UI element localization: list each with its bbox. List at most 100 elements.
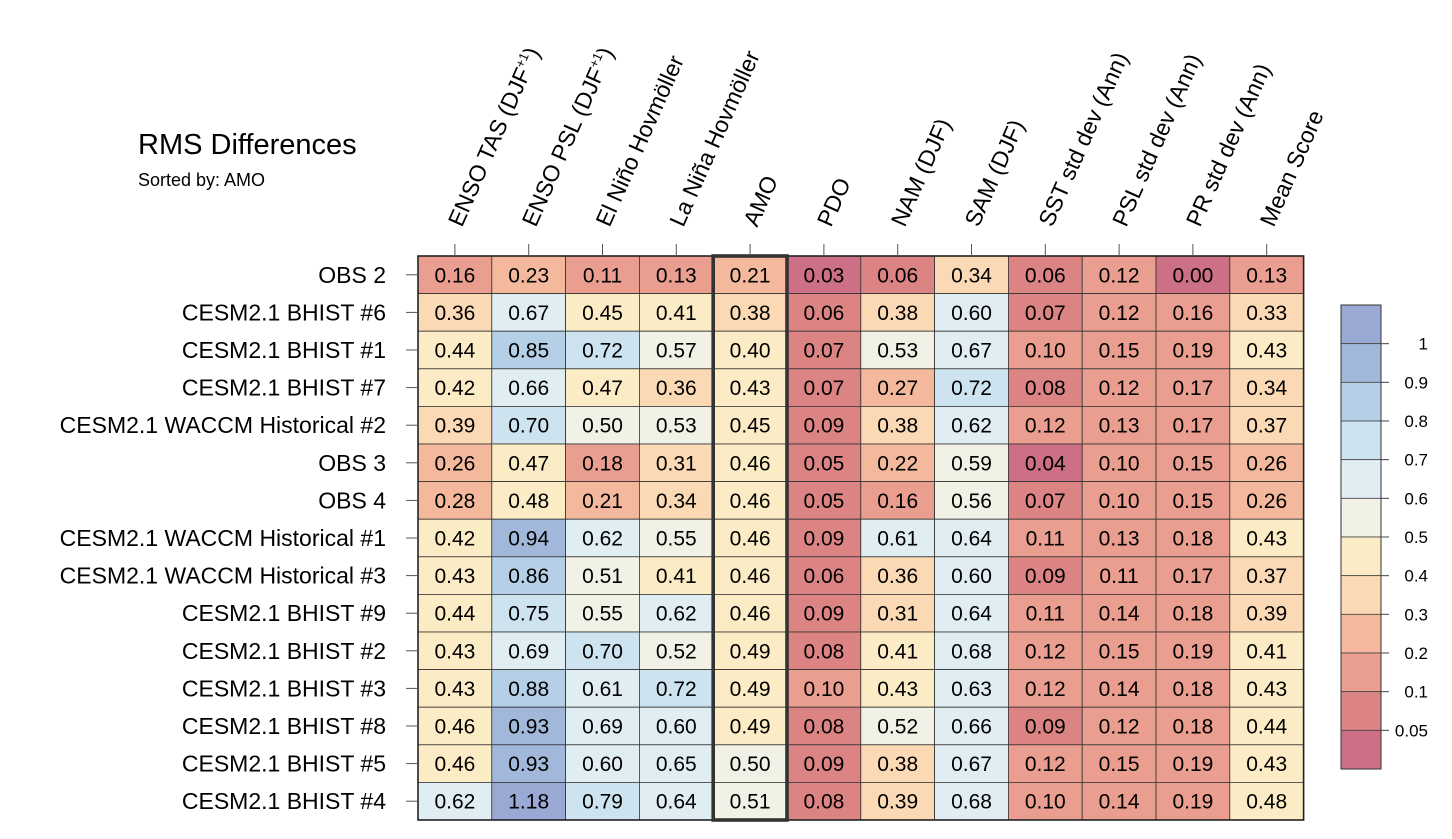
heatmap-cell	[1155, 594, 1231, 633]
cell-value: 0.38	[877, 302, 918, 325]
heatmap-cell	[786, 556, 862, 595]
cell-value: 0.43	[434, 678, 475, 701]
column-label: Mean Score	[1255, 106, 1329, 230]
cell-value: 0.62	[434, 791, 475, 814]
heatmap-cell	[491, 631, 566, 670]
cell-value: 0.70	[508, 415, 549, 438]
cell-value: 0.15	[1099, 753, 1140, 776]
heatmap-cell	[786, 631, 862, 670]
heatmap-cell	[1081, 443, 1157, 482]
cell-value: 0.09	[803, 415, 844, 438]
cell-value: 0.43	[730, 377, 771, 400]
row-label: CESM2.1 BHIST #1	[182, 337, 386, 363]
heatmap-cell	[1229, 744, 1305, 783]
row-label: OBS 3	[318, 450, 386, 476]
colorbar-swatch	[1340, 536, 1382, 577]
cell-value: 0.49	[730, 640, 771, 663]
heatmap-cell	[639, 330, 714, 370]
cell-value: 0.38	[877, 753, 918, 776]
row-label: CESM2.1 BHIST #7	[182, 375, 386, 401]
heatmap-cell	[934, 782, 1009, 821]
heatmap-cell	[491, 255, 566, 294]
cell-value: 0.08	[1025, 377, 1066, 400]
cell-value: 0.16	[877, 490, 918, 513]
cell-value: 0.26	[1246, 490, 1287, 513]
heatmap-cell	[786, 706, 862, 746]
cell-value: 0.31	[656, 452, 697, 475]
heatmap-cell	[1081, 782, 1157, 821]
heatmap-cell	[639, 744, 714, 783]
heatmap-cell	[860, 443, 935, 482]
heatmap-cell	[860, 481, 935, 520]
cell-value: 0.22	[877, 452, 918, 475]
cell-value: 0.60	[656, 716, 697, 739]
cell-value: 0.34	[951, 264, 992, 287]
cell-value: 0.05	[803, 490, 844, 513]
heatmap-cell	[491, 594, 566, 633]
cell-value: 0.12	[1025, 415, 1066, 438]
colorbar-tick-label: 0.4	[1404, 567, 1428, 586]
colorbar-tick-label: 0.5	[1404, 528, 1428, 547]
heatmap-cell	[1155, 782, 1231, 821]
heatmap-cell	[639, 293, 714, 332]
colorbar-tick-label: 0.3	[1404, 605, 1428, 624]
heatmap-cell	[786, 481, 862, 520]
heatmap-cell	[417, 744, 493, 783]
row-label: CESM2.1 BHIST #4	[182, 788, 386, 814]
cell-value: 0.61	[582, 678, 623, 701]
cell-value: 0.09	[1025, 565, 1066, 588]
cell-value: 0.48	[508, 490, 549, 513]
cell-value: 0.43	[1246, 528, 1287, 551]
cell-value: 0.47	[508, 452, 549, 475]
cell-value: 0.48	[1246, 791, 1287, 814]
heatmap-cell	[417, 518, 493, 558]
cell-value: 0.62	[582, 528, 623, 551]
cell-value: 0.09	[803, 753, 844, 776]
cell-value: 0.39	[434, 415, 475, 438]
cell-value: 0.65	[656, 753, 697, 776]
cell-value: 0.70	[582, 640, 623, 663]
cell-value: 0.64	[656, 791, 697, 814]
colorbar-tick-label: 0.1	[1404, 683, 1428, 702]
cell-value: 0.14	[1099, 791, 1140, 814]
heatmap-cell	[934, 293, 1009, 332]
cell-value: 0.04	[1025, 452, 1066, 475]
heatmap-cell	[1081, 255, 1157, 294]
heatmap-cell	[565, 330, 640, 370]
heatmap-cell	[639, 255, 714, 294]
cell-value: 0.15	[1172, 452, 1213, 475]
colorbar-tick-label: 0.8	[1404, 412, 1428, 431]
cell-value: 0.12	[1025, 678, 1066, 701]
cell-value: 0.13	[1099, 415, 1140, 438]
cell-value: 0.61	[877, 528, 918, 551]
cell-value: 0.12	[1025, 640, 1066, 663]
cell-value: 0.27	[877, 377, 918, 400]
heatmap-cell	[565, 706, 640, 746]
cell-value: 0.53	[877, 340, 918, 363]
heatmap-cell	[491, 669, 566, 708]
column-labels: ENSO TAS (DJF+1)ENSO PSL (DJF+1)El Niño …	[443, 43, 1329, 256]
heatmap-cell	[1008, 443, 1083, 482]
row-label: OBS 2	[318, 262, 386, 288]
heatmap-cell	[491, 706, 566, 746]
cell-value: 0.31	[877, 603, 918, 626]
cell-value: 0.19	[1172, 340, 1213, 363]
cell-value: 0.40	[730, 340, 771, 363]
cell-value: 0.43	[434, 640, 475, 663]
cell-value: 0.06	[803, 565, 844, 588]
heatmap-cell	[1155, 293, 1231, 332]
cell-value: 0.46	[434, 716, 475, 739]
column-label: NAM (DJF)	[886, 114, 957, 230]
colorbar-swatch	[1340, 497, 1382, 538]
cell-value: 0.42	[434, 528, 475, 551]
cell-value: 0.44	[434, 603, 475, 626]
cell-value: 0.53	[656, 415, 697, 438]
colorbar-tick-label: 1	[1419, 335, 1428, 354]
cell-value: 0.60	[951, 302, 992, 325]
row-label: CESM2.1 BHIST #2	[182, 638, 386, 664]
cell-value: 0.21	[730, 264, 771, 287]
heatmap-cell	[1081, 368, 1157, 407]
cell-value: 0.41	[1246, 640, 1287, 663]
cell-value: 0.41	[656, 565, 697, 588]
cell-value: 0.10	[1099, 490, 1140, 513]
